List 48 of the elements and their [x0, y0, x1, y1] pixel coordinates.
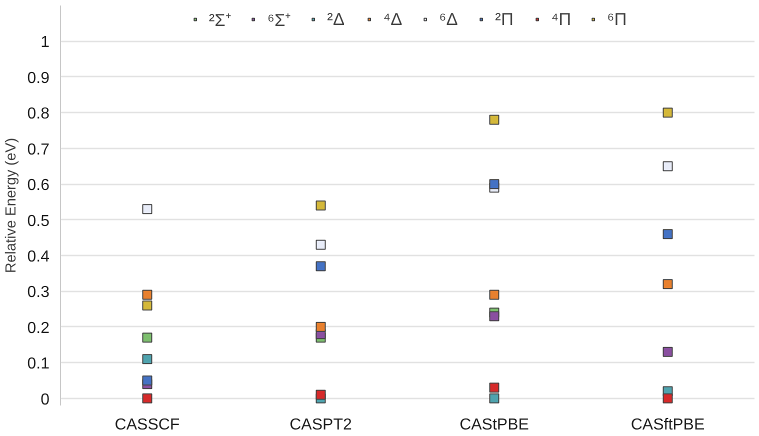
legend-label: ²Π [495, 8, 514, 30]
point [142, 204, 152, 214]
point [316, 240, 326, 250]
point [662, 279, 673, 290]
legend-label: ⁶Δ [439, 8, 459, 30]
point [316, 390, 326, 400]
point [142, 376, 152, 386]
point [489, 179, 500, 190]
y-tick-label: 0.5 [27, 212, 50, 230]
y-tick-label: 0.6 [27, 177, 50, 194]
point [662, 229, 673, 240]
point [489, 393, 500, 404]
point [489, 311, 500, 322]
point [662, 393, 673, 404]
point [489, 114, 500, 125]
x-tick-label: CAStPBE [460, 416, 529, 434]
legend-label: ⁴Δ [383, 8, 404, 30]
legend-label: ⁶Π [607, 8, 628, 30]
point [142, 393, 152, 404]
y-axis-title: Relative Energy (eV) [3, 138, 20, 274]
y-tick-label: 0.3 [27, 284, 50, 302]
y-tick-label: 0 [40, 391, 50, 408]
y-tick-label: 0.2 [27, 320, 50, 337]
point [316, 200, 326, 210]
x-tick-label: CASftPBE [630, 416, 705, 434]
y-tick-label: 0.1 [27, 356, 50, 373]
y-tick-label: 0.9 [27, 70, 50, 87]
legend-label: ²Σ⁺ [208, 9, 232, 31]
y-tick-label: 1 [40, 34, 50, 52]
y-tick-label: 0.4 [27, 248, 50, 266]
point [489, 382, 500, 393]
point [662, 108, 673, 118]
x-tick-label: CASSCF [114, 416, 180, 434]
point [662, 346, 673, 357]
legend-label: ⁶Σ⁺ [267, 9, 292, 31]
y-tick-label: 0.7 [27, 141, 50, 158]
x-tick-label: CASPT2 [290, 416, 352, 434]
point [142, 300, 152, 310]
point [142, 354, 152, 364]
point [662, 161, 673, 172]
point [489, 290, 500, 300]
y-tick-label: 0.8 [27, 106, 50, 123]
legend-label: ²Δ [327, 8, 346, 30]
point [316, 322, 326, 332]
point [142, 290, 152, 300]
legend-label: ⁴Π [551, 8, 572, 30]
point [316, 261, 326, 272]
point [142, 332, 152, 343]
